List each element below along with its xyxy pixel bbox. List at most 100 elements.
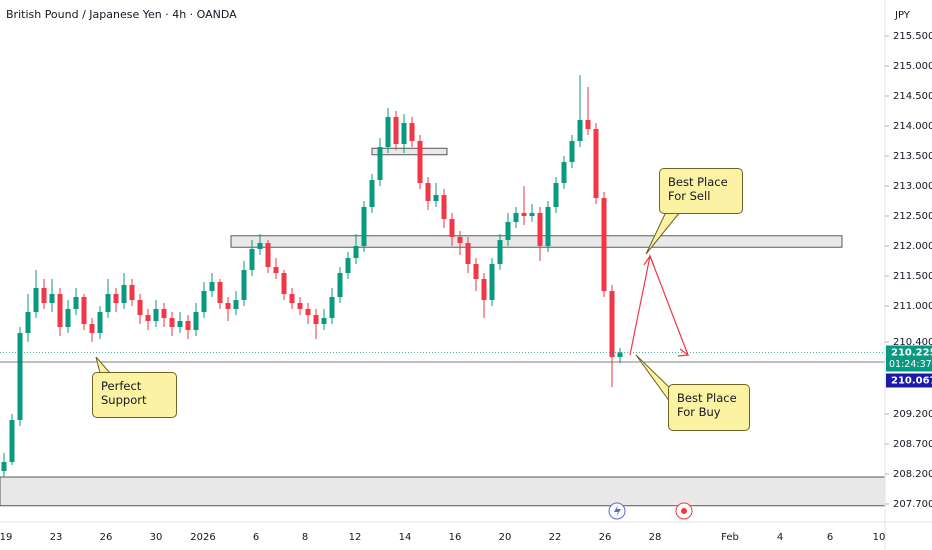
candle-body [345, 258, 351, 273]
y-tick-label: 210.400 [893, 337, 932, 348]
candle-body [321, 318, 327, 324]
y-tick-label: 208.200 [893, 469, 932, 480]
candle-body [489, 264, 495, 300]
candle-body [153, 309, 159, 321]
candle-body [105, 294, 111, 312]
candle-body [441, 195, 447, 219]
y-tick-label: 209.200 [893, 409, 932, 420]
zones [0, 147, 886, 507]
y-tick-label: 208.700 [893, 439, 932, 450]
candle-body [57, 294, 63, 327]
candle-body [225, 303, 231, 309]
price-axis: 215.500 215.000 214.500 214.000 213.500 213.0… [885, 31, 932, 510]
candle-body [329, 297, 335, 318]
x-tick-label: 28 [649, 532, 662, 543]
x-tick-label: 26 [599, 532, 612, 543]
x-tick-label: 14 [399, 532, 412, 543]
x-tick-label: 10 [873, 532, 886, 543]
candle-body [537, 213, 543, 246]
candle-body [145, 315, 151, 321]
y-tick-label: 211.000 [893, 301, 932, 312]
candle-body [529, 213, 535, 216]
candle-body [393, 117, 399, 144]
candle-body [257, 243, 263, 249]
callout-pointer [635, 354, 671, 403]
candle-body [9, 420, 15, 462]
candle-body [97, 312, 103, 333]
candle-body [481, 279, 487, 300]
candle-body [361, 207, 367, 246]
callout-pointer [95, 356, 111, 374]
x-tick-label: 6 [253, 532, 259, 543]
candle-body [177, 321, 183, 327]
candle-body [561, 162, 567, 183]
candle-body [497, 240, 503, 264]
candle-body [73, 297, 79, 309]
y-tick-label: 213.500 [893, 151, 932, 162]
callout: Best Place For Sell [659, 168, 743, 214]
candle-body [65, 309, 71, 327]
currency: JPY [894, 10, 911, 21]
candle-body [305, 309, 311, 315]
y-tick-label: 212.000 [893, 241, 932, 252]
candle-body [297, 303, 303, 309]
candle-body [353, 246, 359, 258]
candle-body [33, 288, 39, 312]
candle-body [433, 195, 439, 201]
level-tag [886, 373, 932, 388]
candle-body [41, 288, 47, 303]
candle-body [617, 352, 623, 357]
candle-body [385, 117, 391, 147]
candle-body [473, 264, 479, 279]
candle-body [465, 243, 471, 264]
zone [371, 147, 448, 156]
candle-body [585, 120, 591, 129]
candle-body [201, 291, 207, 312]
x-tick-label: 2026 [190, 532, 215, 543]
arrow-head [677, 348, 690, 357]
x-tick-label: 19 [0, 532, 12, 543]
candle-body [185, 321, 191, 330]
candle-body [169, 318, 175, 327]
candle-body [81, 297, 87, 324]
level-label: 210.067 [891, 376, 932, 387]
y-tick-label: 214.500 [893, 91, 932, 102]
lightning-icon [614, 505, 621, 517]
x-tick-label: 20 [499, 532, 512, 543]
candle-body [377, 147, 383, 180]
candle-body [545, 207, 551, 246]
candle-body [265, 243, 271, 267]
candle-body [49, 294, 55, 303]
candle-body [409, 123, 415, 141]
callout-pointer [645, 211, 681, 255]
y-tick-label: 207.700 [893, 499, 932, 510]
overlay [95, 211, 690, 403]
candle-body [161, 309, 167, 318]
zone [230, 235, 843, 248]
x-tick-label: 26 [100, 532, 113, 543]
candle-body [193, 312, 199, 330]
candle-body [337, 273, 343, 297]
candle-body [289, 294, 295, 303]
candle-body [121, 285, 127, 303]
zone [0, 476, 886, 507]
candle-body [217, 282, 223, 303]
y-tick-label: 213.000 [893, 181, 932, 192]
y-tick-label: 215.500 [893, 31, 932, 42]
candle-body [113, 294, 119, 303]
y-tick-label: 211.500 [893, 271, 932, 282]
y-tick-label: 212.500 [893, 211, 932, 222]
x-tick-label: 22 [549, 532, 562, 543]
x-tick-label: 30 [150, 532, 163, 543]
candle-body [1, 462, 7, 471]
candle-body [553, 183, 559, 207]
x-tick-label: 8 [302, 532, 308, 543]
candle-body [425, 183, 431, 201]
x-tick-label: 12 [349, 532, 362, 543]
candle-body [593, 129, 599, 198]
last-price-tag [886, 345, 932, 372]
callout: Best Place For Buy [668, 384, 750, 431]
